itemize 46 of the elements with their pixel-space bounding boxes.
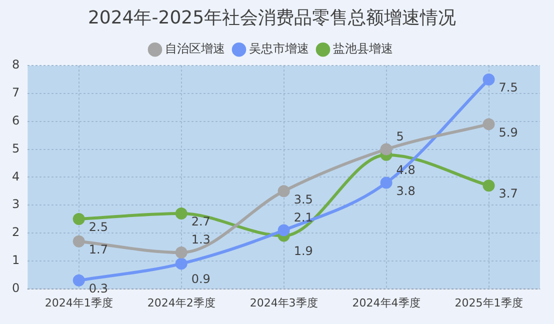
x-tick-label: 2024年4季度 (352, 296, 420, 310)
data-label: 5 (396, 129, 404, 144)
data-label: 2.7 (191, 214, 210, 229)
y-tick-label: 2 (12, 225, 20, 240)
y-tick-label: 0 (12, 280, 20, 295)
data-label: 1.9 (294, 244, 313, 258)
point (482, 180, 495, 192)
point (482, 118, 495, 130)
data-label: 0.9 (191, 272, 210, 286)
x-tick-label: 2024年2季度 (147, 296, 216, 310)
data-label: 7.5 (498, 80, 518, 95)
point (278, 185, 290, 198)
data-label: 3.5 (294, 192, 313, 206)
data-label: 5.9 (498, 125, 518, 140)
y-tick-label: 8 (12, 58, 20, 72)
legend-label: 盐池县增速 (333, 42, 393, 56)
x-tick-label: 2025年1季度 (454, 296, 523, 310)
point (380, 143, 392, 156)
data-label: 1.3 (191, 232, 210, 247)
legend-label: 吴忠市增速 (249, 42, 309, 56)
legend-label: 自治区增速 (165, 42, 225, 56)
point (482, 74, 495, 86)
x-tick-label: 2024年1季度 (44, 296, 113, 310)
y-tick-label: 5 (12, 141, 20, 156)
data-label: 1.7 (88, 242, 108, 256)
y-tick-label: 3 (12, 197, 20, 212)
data-label: 3.8 (396, 184, 416, 198)
y-tick-label: 1 (12, 253, 20, 268)
point (278, 224, 290, 236)
data-label: 0.3 (88, 282, 108, 296)
x-tick-label: 2024年3季度 (250, 296, 318, 310)
point (175, 246, 188, 259)
point (380, 176, 392, 189)
data-label: 3.7 (498, 186, 518, 201)
point (175, 258, 188, 270)
data-label: 4.8 (396, 163, 416, 178)
point (72, 274, 85, 286)
point (72, 213, 85, 226)
y-tick-label: 6 (12, 114, 20, 128)
y-tick-label: 4 (12, 169, 20, 184)
y-tick-label: 7 (12, 86, 20, 100)
point (72, 235, 85, 248)
data-label: 2.5 (88, 220, 108, 234)
point (175, 207, 188, 220)
data-label: 2.1 (294, 210, 313, 224)
chart-title: 2024年-2025年社会消费品零售总额增速情况 (88, 7, 456, 28)
